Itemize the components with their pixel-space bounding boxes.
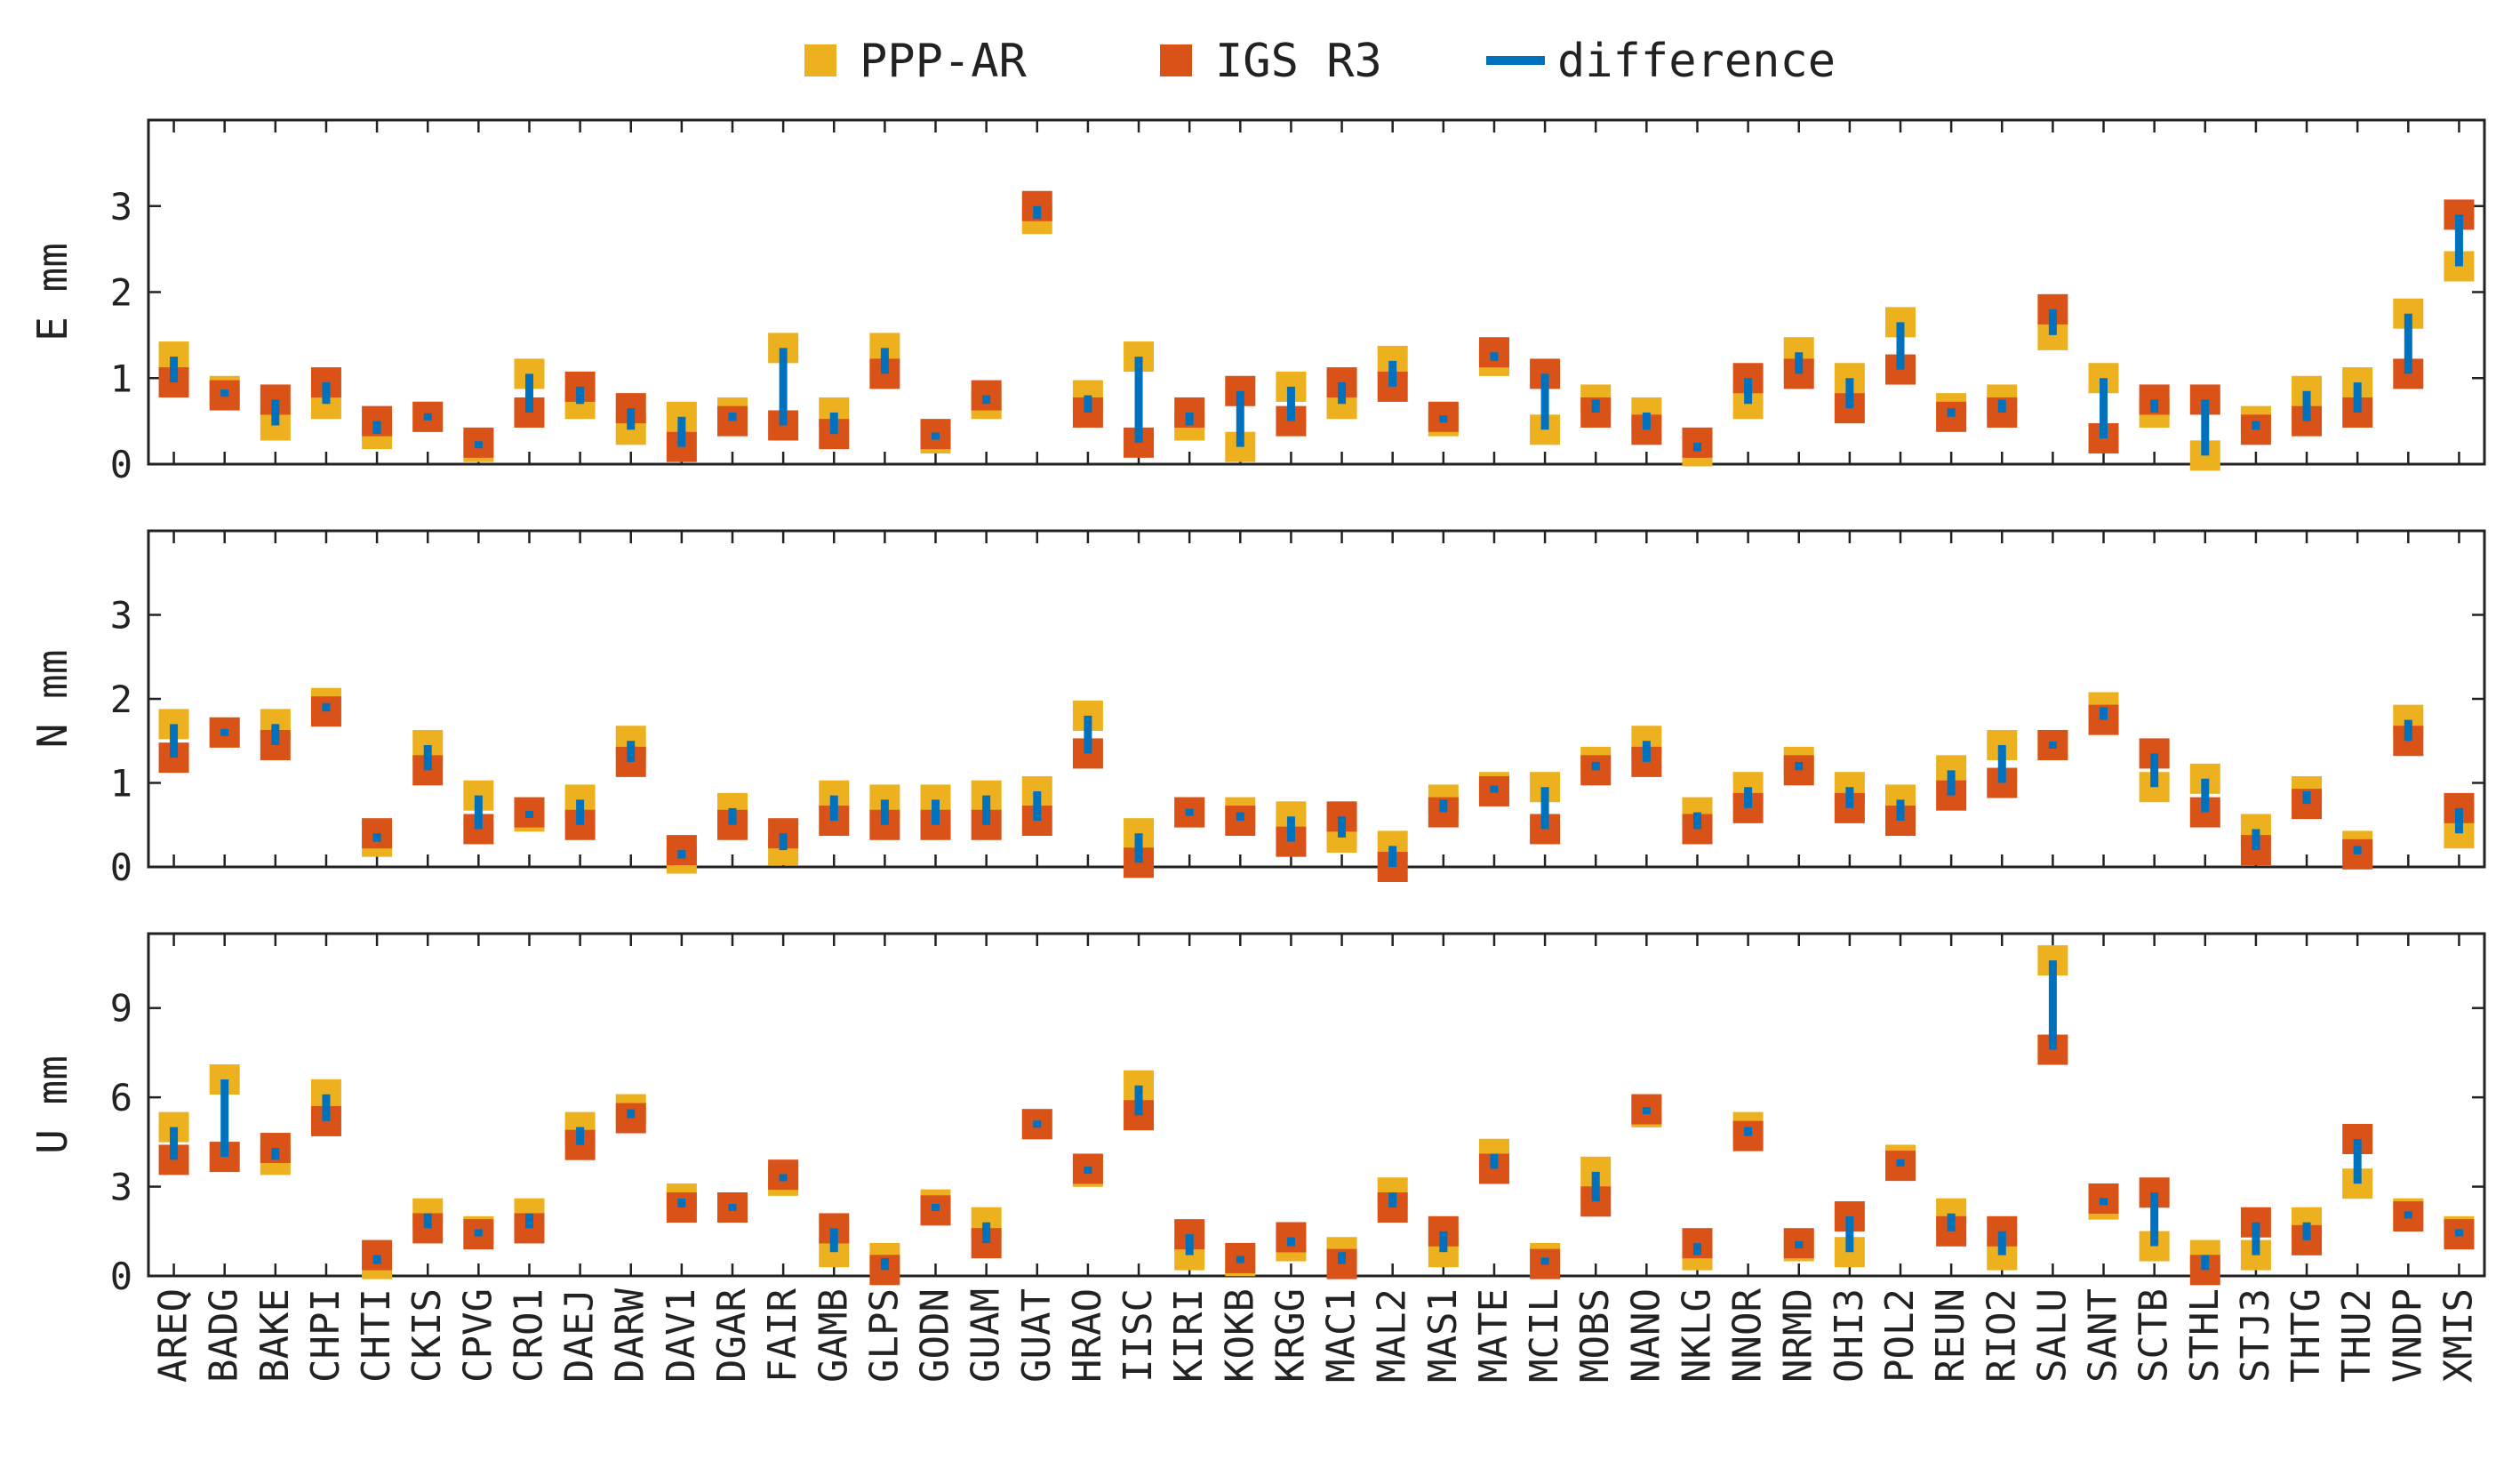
station-label-thu2: THU2 xyxy=(2334,1288,2380,1383)
panel-u: 0 3 6 9 U mm xyxy=(28,932,2486,1298)
chart-panels: 0 1 2 3 E mm 0 1 2 3 N mm 0 3 6 9 U mm xyxy=(28,118,2486,1298)
station-label-guat: GUAT xyxy=(1014,1288,1060,1383)
station-label-chti: CHTI xyxy=(354,1288,399,1383)
station-label-mal2: MAL2 xyxy=(1370,1288,1415,1383)
legend-label: PPP-AR xyxy=(860,35,1028,88)
station-labels: AREQ BADG BAKE CHPI CHTI CKIS CPVG CRO1 DAEJ DARW… xyxy=(151,1288,2482,1382)
y-tick-label: 3 xyxy=(110,594,132,638)
station-label-kokb: KOKB xyxy=(1217,1288,1262,1383)
station-label-godn: GODN xyxy=(913,1288,958,1383)
station-label-darw: DARW xyxy=(608,1288,653,1382)
station-label-dgar: DGAR xyxy=(709,1288,755,1382)
legend-label: IGS R3 xyxy=(1215,35,1382,88)
y-tick-label: 0 xyxy=(110,1255,132,1298)
station-label-dav1: DAV1 xyxy=(659,1288,704,1383)
station-label-nano: NANO xyxy=(1623,1288,1668,1383)
y-tick-label: 0 xyxy=(110,443,132,486)
y-axis-label: E mm xyxy=(28,243,76,341)
station-label-pol2: POL2 xyxy=(1877,1288,1923,1383)
panel-frame xyxy=(147,932,2486,1278)
station-label-sthl: STHL xyxy=(2182,1288,2228,1383)
y-tick-label: 6 xyxy=(110,1076,132,1119)
station-label-cro1: CRO1 xyxy=(506,1288,551,1383)
station-label-badg: BADG xyxy=(202,1288,247,1383)
station-label-reun: REUN xyxy=(1928,1288,1973,1383)
station-label-mas1: MAS1 xyxy=(1420,1288,1466,1383)
station-label-glps: GLPS xyxy=(861,1288,907,1383)
panel-frame xyxy=(147,529,2486,869)
y-tick-label: 1 xyxy=(110,357,132,400)
y-tick-label: 2 xyxy=(110,271,132,315)
station-label-cpvg: CPVG xyxy=(455,1288,500,1383)
station-label-mate: MATE xyxy=(1471,1288,1516,1383)
panel-frame xyxy=(147,118,2486,466)
legend-swatch-ppp-ar xyxy=(804,44,836,76)
panel-n: 0 1 2 3 N mm xyxy=(28,529,2486,889)
station-label-xmis: XMIS xyxy=(2436,1288,2481,1383)
station-label-gamb: GAMB xyxy=(811,1288,856,1383)
legend-swatch-igs-r3 xyxy=(1160,44,1192,76)
station-label-rio2: RIO2 xyxy=(1979,1288,2024,1383)
y-axis-label: U mm xyxy=(28,1055,76,1154)
y-tick-label: 0 xyxy=(110,846,132,889)
station-label-mcil: MCIL xyxy=(1522,1288,1567,1383)
station-label-nnor: NNOR xyxy=(1725,1288,1771,1382)
station-label-ohi3: OHI3 xyxy=(1827,1288,1872,1383)
station-label-thtg: THTG xyxy=(2284,1288,2329,1383)
station-label-fair: FAIR xyxy=(760,1288,805,1382)
y-tick-label: 2 xyxy=(110,678,132,721)
y-tick-label: 3 xyxy=(110,185,132,229)
station-label-mac1: MAC1 xyxy=(1319,1288,1364,1383)
y-axis-label: N mm xyxy=(28,650,76,749)
station-label-salu: SALU xyxy=(2029,1288,2075,1383)
station-label-sant: SANT xyxy=(2081,1288,2126,1383)
station-label-mobs: MOBS xyxy=(1572,1288,1618,1383)
station-label-krgg: KRGG xyxy=(1268,1288,1313,1383)
station-label-stj3: STJ3 xyxy=(2233,1288,2278,1383)
legend: PPP-AR IGS R3 difference xyxy=(804,35,1836,88)
panel-e: 0 1 2 3 E mm xyxy=(28,118,2486,486)
station-label-guam: GUAM xyxy=(964,1288,1009,1383)
y-tick-label: 1 xyxy=(110,762,132,806)
station-label-chpi: CHPI xyxy=(303,1288,348,1383)
station-label-kiri: KIRI xyxy=(1166,1288,1212,1383)
station-label-ckis: CKIS xyxy=(404,1288,450,1383)
station-label-hrao: HRAO xyxy=(1065,1288,1110,1383)
station-label-sctb: SCTB xyxy=(2132,1288,2177,1383)
station-label-bake: BAKE xyxy=(252,1288,298,1383)
station-label-iisc: IISC xyxy=(1116,1288,1161,1383)
station-label-nrmd: NRMD xyxy=(1776,1288,1821,1383)
y-tick-label: 3 xyxy=(110,1166,132,1209)
station-label-daej: DAEJ xyxy=(557,1288,603,1383)
station-label-areq: AREQ xyxy=(151,1288,196,1383)
station-label-vndp: VNDP xyxy=(2385,1288,2430,1383)
y-tick-label: 9 xyxy=(110,987,132,1031)
station-label-nklg: NKLG xyxy=(1674,1288,1719,1383)
legend-label: difference xyxy=(1557,35,1836,88)
